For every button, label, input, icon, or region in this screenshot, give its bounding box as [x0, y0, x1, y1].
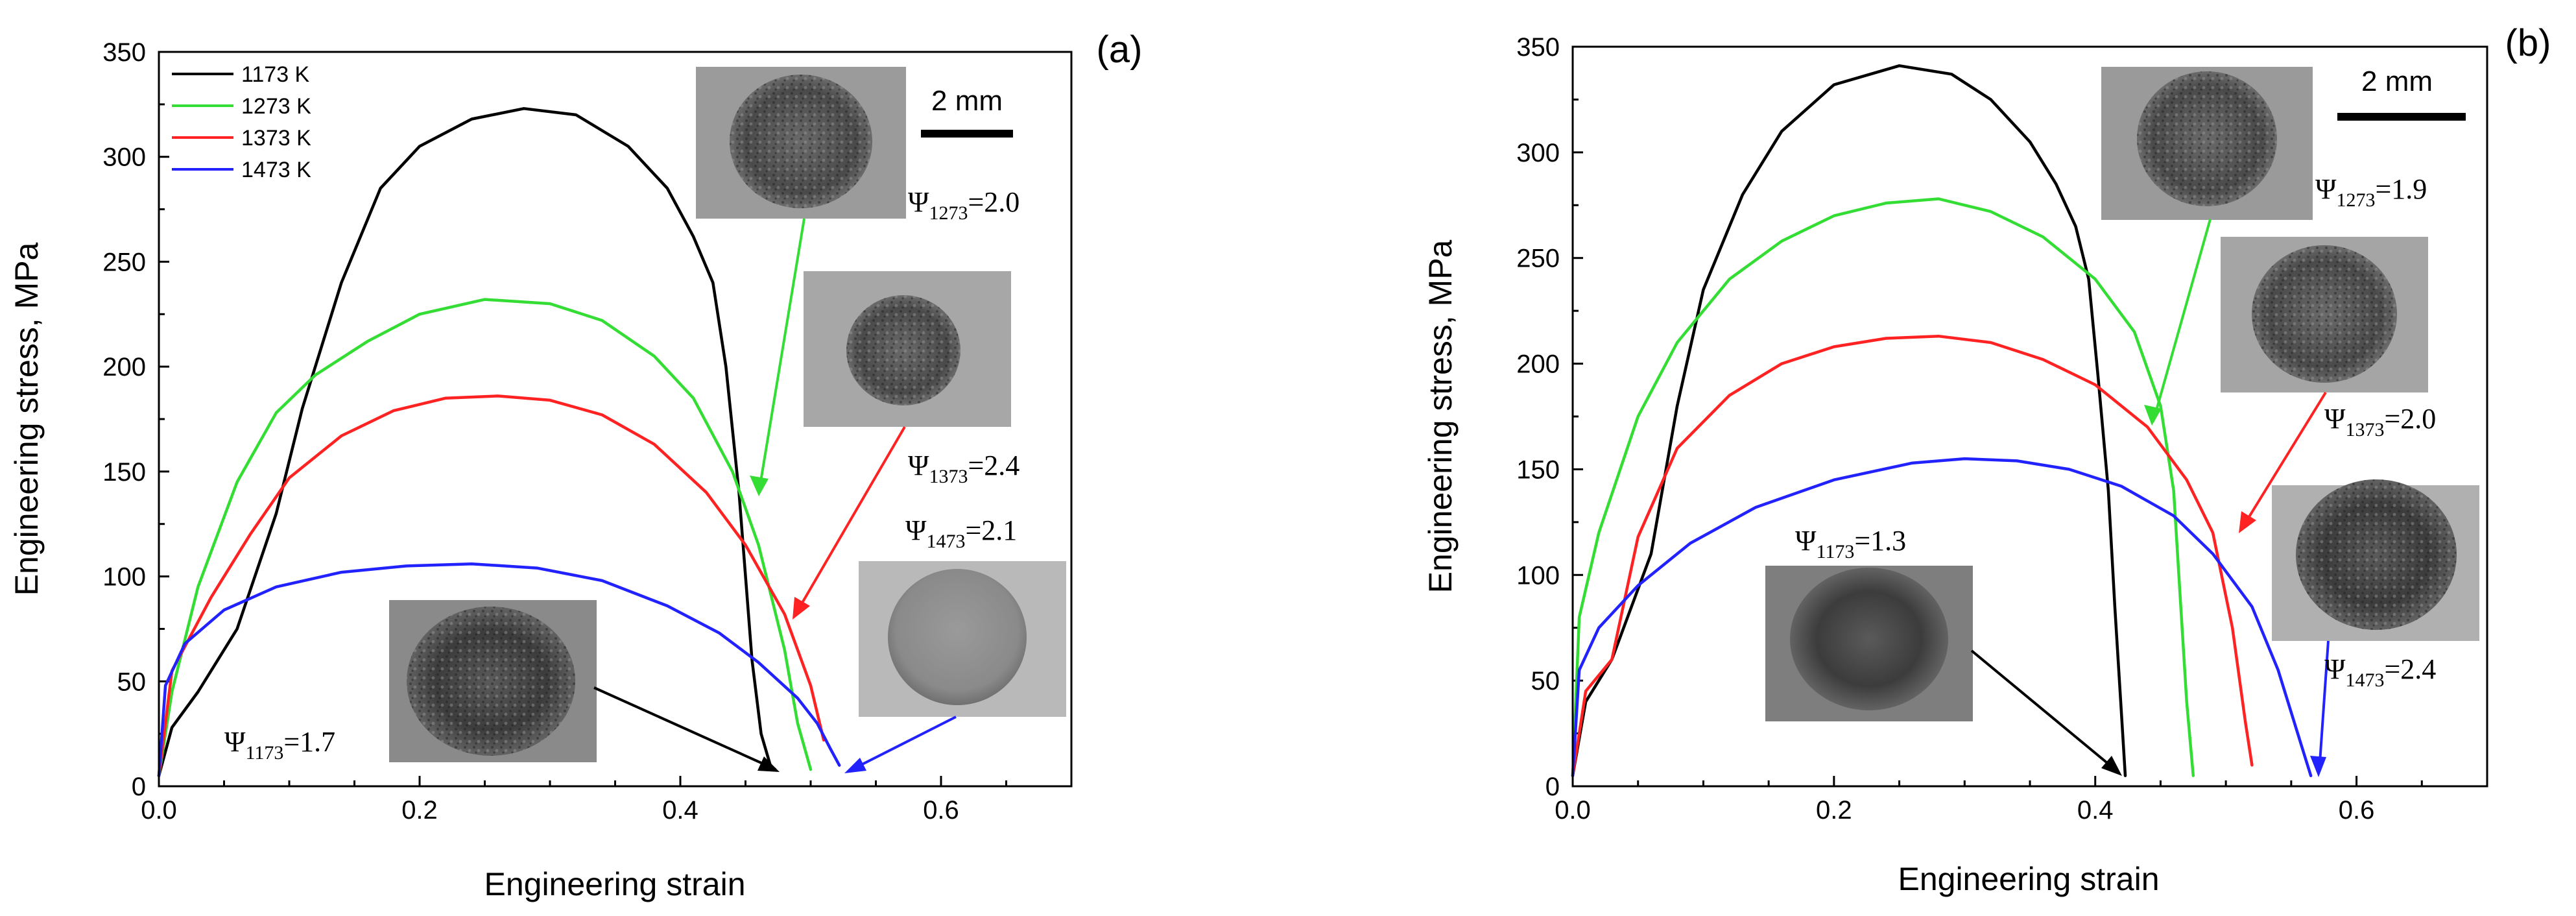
x-tick-label: 0.0	[1555, 796, 1591, 825]
arrow-head-1173	[757, 756, 780, 772]
panel-b: 0.0 0.2 0.4 0.6 0 50 100 150 200 250 300 350 2 mm Ψ…	[1422, 22, 2551, 897]
psi-label-1273: Ψ1273=2.0	[908, 186, 1020, 224]
plot-area: 0.0 0.2 0.4 0.6 0 50 100 150 200 250 300 350	[1516, 33, 2488, 825]
psi-label-1173: Ψ1173=1.7	[224, 726, 335, 764]
y-tick-label: 100	[1516, 561, 1560, 590]
psi-annotations: Ψ1273=2.0 Ψ1373=2.4 Ψ1473=2.1 Ψ1173=1.7	[224, 186, 1020, 764]
series-line-1473	[1571, 457, 2313, 777]
psi-label-1473: Ψ1473=2.1	[905, 514, 1017, 552]
arrow-1473	[849, 716, 957, 772]
y-tick-label: 250	[1516, 245, 1560, 273]
fracture-image-1373	[804, 271, 1011, 427]
series-line-1373	[1571, 334, 2254, 777]
y-axis-label: Engineering stress, MPa	[1422, 239, 1459, 593]
y-tick-label: 350	[1516, 33, 1560, 62]
fracture-image-1273	[696, 67, 906, 219]
fracture-images	[389, 67, 1066, 762]
fracture-image-1173	[389, 600, 597, 762]
arrow-1273	[757, 218, 805, 494]
y-tick-label: 0	[1545, 773, 1560, 801]
y-tick-label: 200	[1516, 350, 1560, 379]
y-tick-label: 300	[1516, 139, 1560, 167]
psi-label-1273: Ψ1273=1.9	[2315, 173, 2427, 211]
x-tick-label: 0.2	[401, 796, 438, 825]
legend-label-1273: 1273 K	[241, 94, 311, 119]
plot-area: 0.0 0.2 0.4 0.6 0 50 100 150 200 250 300 350	[102, 38, 1073, 825]
y-tick-label: 200	[102, 353, 146, 381]
fracture-image-1273	[2101, 67, 2313, 220]
scale-bar-line	[2337, 113, 2466, 121]
panel-a: 0.0 0.2 0.4 0.6 0 50 100 150 200 250 300 350 1173 K…	[8, 29, 1142, 902]
x-tick-label: 0.0	[141, 796, 177, 825]
series-lines	[1571, 64, 2313, 777]
fracture-image-1173	[1765, 566, 1973, 721]
arrow-head-1373	[793, 597, 810, 620]
arrow-1373	[2240, 391, 2327, 531]
x-axis-label: Engineering strain	[484, 866, 745, 902]
axis-ticks: 0.0 0.2 0.4 0.6 0 50 100 150 200 250 300 350	[1516, 33, 2488, 825]
y-tick-label: 0	[132, 773, 146, 801]
legend-label-1373: 1373 K	[241, 126, 311, 151]
panel-label-a: (a)	[1097, 29, 1143, 71]
x-tick-label: 0.2	[1816, 796, 1852, 825]
series-line-1473	[157, 562, 841, 778]
plot-frame	[1571, 45, 2488, 788]
series-line-1273	[157, 298, 813, 778]
plot-frame	[158, 51, 1073, 788]
fracture-image-1473	[859, 561, 1066, 717]
psi-label-1373: Ψ1373=2.0	[2324, 403, 2436, 440]
legend-label-1473: 1473 K	[241, 158, 311, 182]
y-tick-label: 150	[1516, 455, 1560, 484]
scale-bar-label: 2 mm	[2361, 66, 2433, 97]
arrow-head-1473	[844, 758, 866, 773]
psi-annotations: Ψ1273=1.9 Ψ1373=2.0 Ψ1473=2.4 Ψ1173=1.3	[1795, 173, 2436, 691]
series-line-1273	[1571, 197, 2195, 777]
y-tick-label: 250	[102, 248, 146, 276]
arrow-head-1273	[750, 476, 769, 496]
arrow-head-1273	[2144, 405, 2162, 426]
legend: 1173 K 1273 K 1373 K 1473 K	[172, 62, 311, 182]
annotation-arrows	[593, 218, 957, 773]
psi-label-1173: Ψ1173=1.3	[1795, 525, 1906, 562]
scale-bar: 2 mm	[2337, 66, 2466, 121]
x-tick-label: 0.6	[923, 796, 959, 825]
psi-label-1373: Ψ1373=2.4	[908, 450, 1020, 487]
arrow-head-1473	[2310, 756, 2326, 777]
y-tick-label: 350	[102, 38, 146, 67]
scale-bar: 2 mm	[921, 85, 1013, 138]
arrow-head-1373	[2239, 511, 2256, 533]
y-tick-label: 50	[117, 668, 147, 696]
arrow-1173	[1970, 649, 2119, 773]
x-tick-label: 0.4	[662, 796, 698, 825]
y-tick-label: 300	[102, 143, 146, 172]
x-tick-label: 0.6	[2339, 796, 2375, 825]
annotation-arrows	[1970, 219, 2330, 777]
y-tick-label: 100	[102, 563, 146, 592]
series-line-1173	[1571, 64, 2127, 777]
x-tick-label: 0.4	[2077, 796, 2114, 825]
arrow-1273	[2152, 219, 2212, 422]
psi-label-1473: Ψ1473=2.4	[2324, 653, 2436, 691]
scale-bar-line	[921, 130, 1013, 138]
arrow-head-1173	[2101, 756, 2122, 776]
y-tick-label: 50	[1531, 667, 1560, 695]
axis-ticks: 0.0 0.2 0.4 0.6 0 50 100 150 200 250 300 350	[102, 38, 1073, 825]
arrow-1473	[2318, 640, 2330, 773]
panel-label-b: (b)	[2505, 22, 2551, 64]
scale-bar-label: 2 mm	[931, 85, 1003, 117]
series-lines	[157, 107, 841, 778]
y-axis-label: Engineering stress, MPa	[8, 242, 45, 596]
arrow-1373	[794, 426, 906, 616]
fracture-image-1373	[2221, 237, 2428, 392]
arrow-1173	[593, 686, 776, 771]
fracture-image-1473	[2272, 479, 2479, 641]
series-line-1173	[157, 107, 773, 778]
y-tick-label: 150	[102, 458, 146, 487]
x-axis-label: Engineering strain	[1898, 861, 2159, 897]
fracture-images	[1765, 67, 2479, 721]
legend-label-1173: 1173 K	[241, 62, 310, 87]
series-line-1373	[157, 394, 826, 778]
